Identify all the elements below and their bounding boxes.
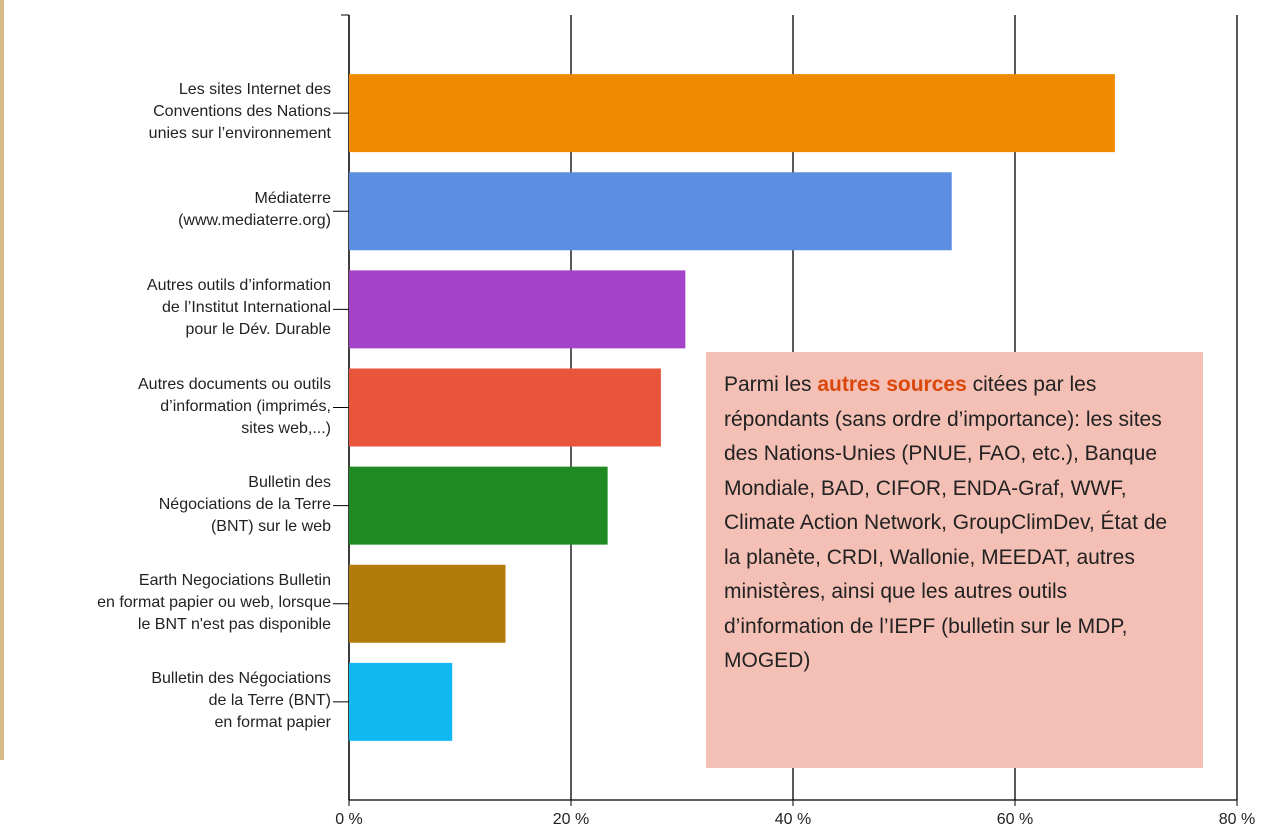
category-label: Bulletin des Négociations de la Terre (B… [158, 473, 331, 535]
annotation-text: citées par les répondants (sans ordre d’… [724, 373, 1168, 672]
bar [349, 564, 506, 643]
category-label: Bulletin des Négociations de la Terre (B… [151, 669, 331, 731]
category-label: Earth Negociations Bulletin en format pa… [97, 571, 331, 633]
x-tick-label: 20 % [553, 811, 589, 828]
bar [349, 662, 453, 741]
bar [349, 466, 608, 545]
bar [349, 172, 952, 251]
x-tick-label: 0 % [335, 811, 363, 828]
x-tick-label: 80 % [1219, 811, 1255, 828]
category-label: Les sites Internet des Conventions des N… [148, 81, 331, 143]
annotation-text: Parmi les [724, 373, 818, 396]
bar [349, 270, 686, 349]
bar [349, 368, 661, 447]
category-label: Autres outils d’information de l’Institu… [146, 277, 331, 339]
bar [349, 74, 1115, 153]
annotation-highlight: autres sources [817, 373, 967, 396]
left-border [0, 0, 4, 760]
annotation: Parmi les autres sources citées par les … [706, 352, 1203, 768]
category-label: Médiaterre (www.mediaterre.org) [178, 190, 331, 230]
x-tick-label: 40 % [775, 811, 811, 828]
x-tick-label: 60 % [997, 811, 1033, 828]
category-label: Autres documents ou outils d’information… [138, 375, 331, 437]
